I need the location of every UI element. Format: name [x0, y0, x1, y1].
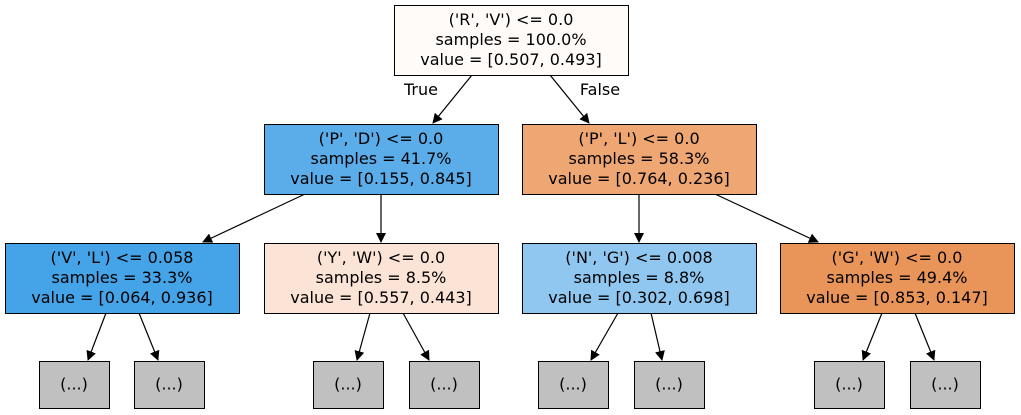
node-box [313, 361, 384, 409]
node-box [780, 243, 1015, 314]
truncated-node: (...) [634, 361, 705, 409]
edge-label-false: False [580, 80, 620, 99]
node-box [409, 361, 480, 409]
value-text: value = [0.064, 0.936] [31, 288, 213, 307]
ellipsis-text: (...) [155, 375, 183, 394]
node-box [910, 361, 981, 409]
samples-text: samples = 33.3% [52, 268, 193, 287]
node-box [522, 243, 757, 314]
edge-root-to-n_pd [432, 74, 473, 124]
value-text: value = [0.557, 0.443] [290, 288, 472, 307]
node-box [522, 124, 757, 195]
node-box [538, 361, 609, 409]
value-text: value = [0.155, 0.845] [290, 169, 472, 188]
samples-text: samples = 58.3% [569, 149, 710, 168]
edge-label-true: True [403, 80, 438, 99]
node-box [394, 5, 629, 76]
value-text: value = [0.507, 0.493] [420, 50, 602, 69]
split-condition: ('V', 'L') <= 0.058 [51, 248, 194, 267]
split-condition: ('Y', 'W') <= 0.0 [317, 248, 445, 267]
node-box [39, 361, 110, 409]
edge-n_yw-to-t4 [402, 312, 430, 361]
value-text: value = [0.764, 0.236] [548, 169, 730, 188]
truncated-node: (...) [910, 361, 981, 409]
node-box [5, 243, 240, 314]
ellipsis-text: (...) [430, 375, 458, 394]
ellipsis-text: (...) [559, 375, 587, 394]
split-condition: ('G', 'W') <= 0.0 [832, 248, 963, 267]
truncated-node: (...) [39, 361, 110, 409]
edge-n_yw-to-t3 [354, 312, 371, 361]
truncated-node: (...) [814, 361, 885, 409]
ellipsis-text: (...) [334, 375, 362, 394]
split-condition: ('N', 'G') <= 0.008 [565, 248, 712, 267]
truncated-node: (...) [538, 361, 609, 409]
node-box [264, 124, 499, 195]
node-box [264, 243, 499, 314]
truncated-node: (...) [134, 361, 205, 409]
ellipsis-text: (...) [60, 375, 88, 394]
edge-n_vl-to-t2 [138, 312, 160, 361]
edge-n_ng-to-t6 [650, 312, 665, 361]
samples-text: samples = 41.7% [311, 149, 452, 168]
edge-n_pd-to-n_vl [202, 193, 306, 243]
node-box [814, 361, 885, 409]
edge-n_gw-to-t7 [861, 312, 883, 361]
split-condition: ('P', 'L') <= 0.0 [578, 129, 699, 148]
node-box [634, 361, 705, 409]
edge-n_pl-to-n_gw [714, 193, 819, 243]
samples-text: samples = 8.5% [316, 268, 447, 287]
ellipsis-text: (...) [835, 375, 863, 394]
ellipsis-text: (...) [931, 375, 959, 394]
split-condition: ('P', 'D') <= 0.0 [319, 129, 444, 148]
samples-text: samples = 8.8% [574, 268, 705, 287]
truncated-node: (...) [409, 361, 480, 409]
node-box [134, 361, 205, 409]
edge-n_ng-to-t5 [590, 312, 619, 361]
ellipsis-text: (...) [655, 375, 683, 394]
truncated-node: (...) [313, 361, 384, 409]
samples-text: samples = 49.4% [827, 268, 968, 287]
value-text: value = [0.302, 0.698] [548, 288, 730, 307]
split-condition: ('R', 'V') <= 0.0 [449, 10, 574, 29]
edge-root-to-n_pl [549, 74, 590, 124]
edge-n_gw-to-t8 [914, 312, 936, 361]
samples-text: samples = 100.0% [435, 30, 586, 49]
edge-n_vl-to-t1 [86, 312, 107, 361]
value-text: value = [0.853, 0.147] [806, 288, 988, 307]
